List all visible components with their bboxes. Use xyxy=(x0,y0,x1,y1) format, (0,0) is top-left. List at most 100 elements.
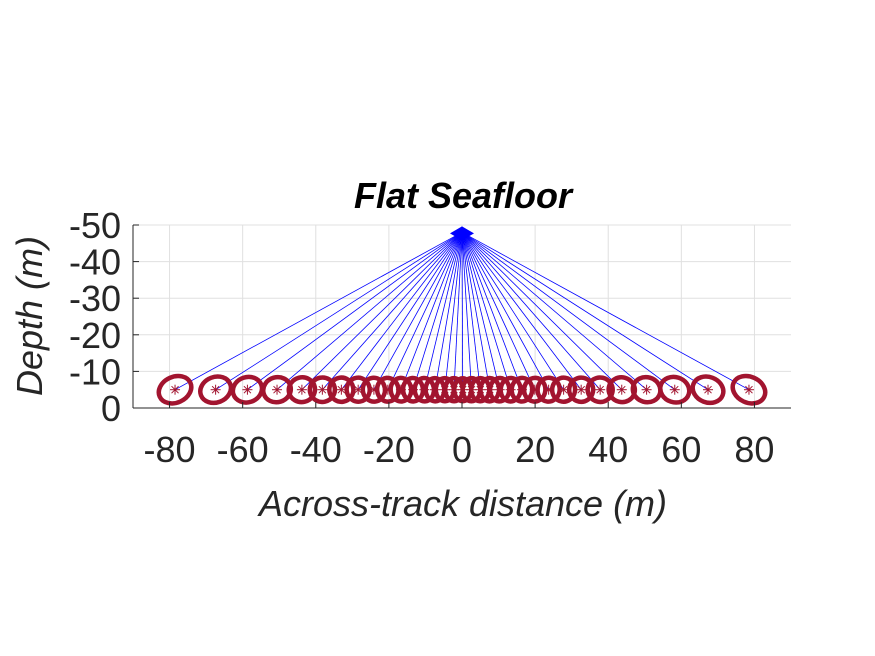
beam-line xyxy=(276,232,463,391)
sounding-point xyxy=(336,384,347,395)
y-tick-label: -30 xyxy=(69,278,121,319)
axes xyxy=(132,224,791,409)
sounding-point xyxy=(242,384,253,395)
beam-line xyxy=(357,232,463,390)
beam-line xyxy=(412,232,463,390)
asterisk-stroke xyxy=(211,385,220,394)
uncertainty-ellipse xyxy=(730,373,768,406)
sounding-point xyxy=(484,384,495,395)
sounding-point xyxy=(516,384,527,395)
sounding-point xyxy=(576,384,587,395)
uncertainty-ellipse xyxy=(521,375,548,404)
asterisk-stroke xyxy=(577,385,586,394)
uncertainty-ellipse xyxy=(230,374,265,405)
sounding-point xyxy=(408,384,419,395)
sonar-source xyxy=(450,226,474,241)
sounding-point xyxy=(558,384,569,395)
beam-line xyxy=(444,232,463,390)
uncertainty-ellipse xyxy=(198,374,234,406)
asterisk-stroke xyxy=(642,385,651,394)
asterisk-stroke xyxy=(409,385,417,394)
sounding-point xyxy=(395,384,406,395)
sounding-point xyxy=(368,384,379,395)
y-axis-label: Depth (m) xyxy=(9,236,50,396)
sounding-point xyxy=(529,384,540,395)
asterisk-stroke xyxy=(544,385,553,394)
uncertainty-ellipse xyxy=(566,375,596,405)
beam-line xyxy=(461,232,623,390)
y-tick-label: -20 xyxy=(69,315,121,356)
beam-line xyxy=(373,232,463,390)
asterisk-stroke xyxy=(559,385,568,394)
beam-line xyxy=(387,232,463,390)
sounding-point xyxy=(429,384,440,395)
chart-title: Flat Seafloor xyxy=(354,175,574,216)
sounding-point xyxy=(448,384,459,395)
sounding-point xyxy=(382,384,393,395)
uncertainty-ellipse xyxy=(388,375,414,404)
asterisk-stroke xyxy=(506,385,515,394)
beam-line xyxy=(461,232,582,390)
sounding-point xyxy=(170,384,181,395)
grid-lines xyxy=(133,224,791,409)
beam-line xyxy=(461,232,549,390)
asterisk-stroke xyxy=(495,385,504,394)
uncertainty-ellipse xyxy=(690,374,726,406)
sounding-point xyxy=(210,384,221,395)
beam-line xyxy=(453,232,463,390)
beam-line xyxy=(461,232,647,391)
asterisk-stroke xyxy=(704,385,712,394)
x-tick-label: 80 xyxy=(734,429,774,470)
uncertainty-ellipse xyxy=(658,374,692,405)
asterisk-stroke xyxy=(440,385,449,394)
beam-line xyxy=(461,232,601,390)
sounding-point xyxy=(419,384,430,395)
uncertainty-ellipse xyxy=(156,373,194,406)
beam-line xyxy=(461,231,675,391)
asterisk-stroke xyxy=(596,385,605,394)
asterisk-stroke xyxy=(450,385,458,394)
asterisk-stroke xyxy=(485,385,494,394)
beam-line xyxy=(461,232,472,390)
beam-line xyxy=(461,231,709,391)
sounding-point xyxy=(505,384,516,395)
y-tick-label: -50 xyxy=(69,205,121,246)
sounding-point xyxy=(475,384,486,395)
sounding-point xyxy=(669,384,680,395)
uncertainty-ellipse xyxy=(344,375,372,404)
uncertainty-ellipse xyxy=(549,375,578,404)
beam-line xyxy=(461,232,564,390)
asterisk-stroke xyxy=(458,385,467,394)
y-tick-label: 0 xyxy=(101,388,121,429)
x-tick-label: -20 xyxy=(363,429,415,470)
asterisk-stroke xyxy=(273,385,281,394)
asterisk-stroke xyxy=(518,385,526,394)
uncertainty-ellipse xyxy=(286,375,318,405)
beam-line xyxy=(174,231,463,391)
asterisk-stroke xyxy=(383,385,392,394)
beam-line xyxy=(400,232,463,390)
asterisk-stroke xyxy=(354,385,363,394)
beam-line xyxy=(301,232,463,390)
beam-line xyxy=(215,231,463,391)
x-tick-label: -40 xyxy=(290,429,342,470)
asterisk-stroke xyxy=(370,385,378,394)
asterisk-stroke xyxy=(243,385,252,394)
asterisk-stroke xyxy=(397,385,405,394)
x-tick-label: 20 xyxy=(515,429,555,470)
y-tick-labels: -50-40-30-20-100 xyxy=(69,205,121,429)
y-tick-label: -10 xyxy=(69,351,121,392)
beam-line xyxy=(461,232,501,390)
sounding-point xyxy=(703,384,714,395)
x-tick-label: 60 xyxy=(661,429,701,470)
asterisk-stroke xyxy=(530,385,539,394)
sounding-point xyxy=(494,384,505,395)
beam-line xyxy=(461,232,464,390)
beam-line xyxy=(341,232,463,390)
sounding-point xyxy=(272,384,283,395)
asterisk-stroke xyxy=(318,385,327,394)
beam-lines xyxy=(174,231,750,391)
x-tick-label: -80 xyxy=(144,429,196,470)
x-tick-label: 0 xyxy=(452,429,472,470)
